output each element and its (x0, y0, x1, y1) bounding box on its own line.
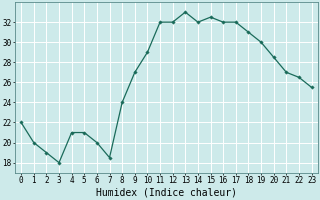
X-axis label: Humidex (Indice chaleur): Humidex (Indice chaleur) (96, 188, 237, 198)
